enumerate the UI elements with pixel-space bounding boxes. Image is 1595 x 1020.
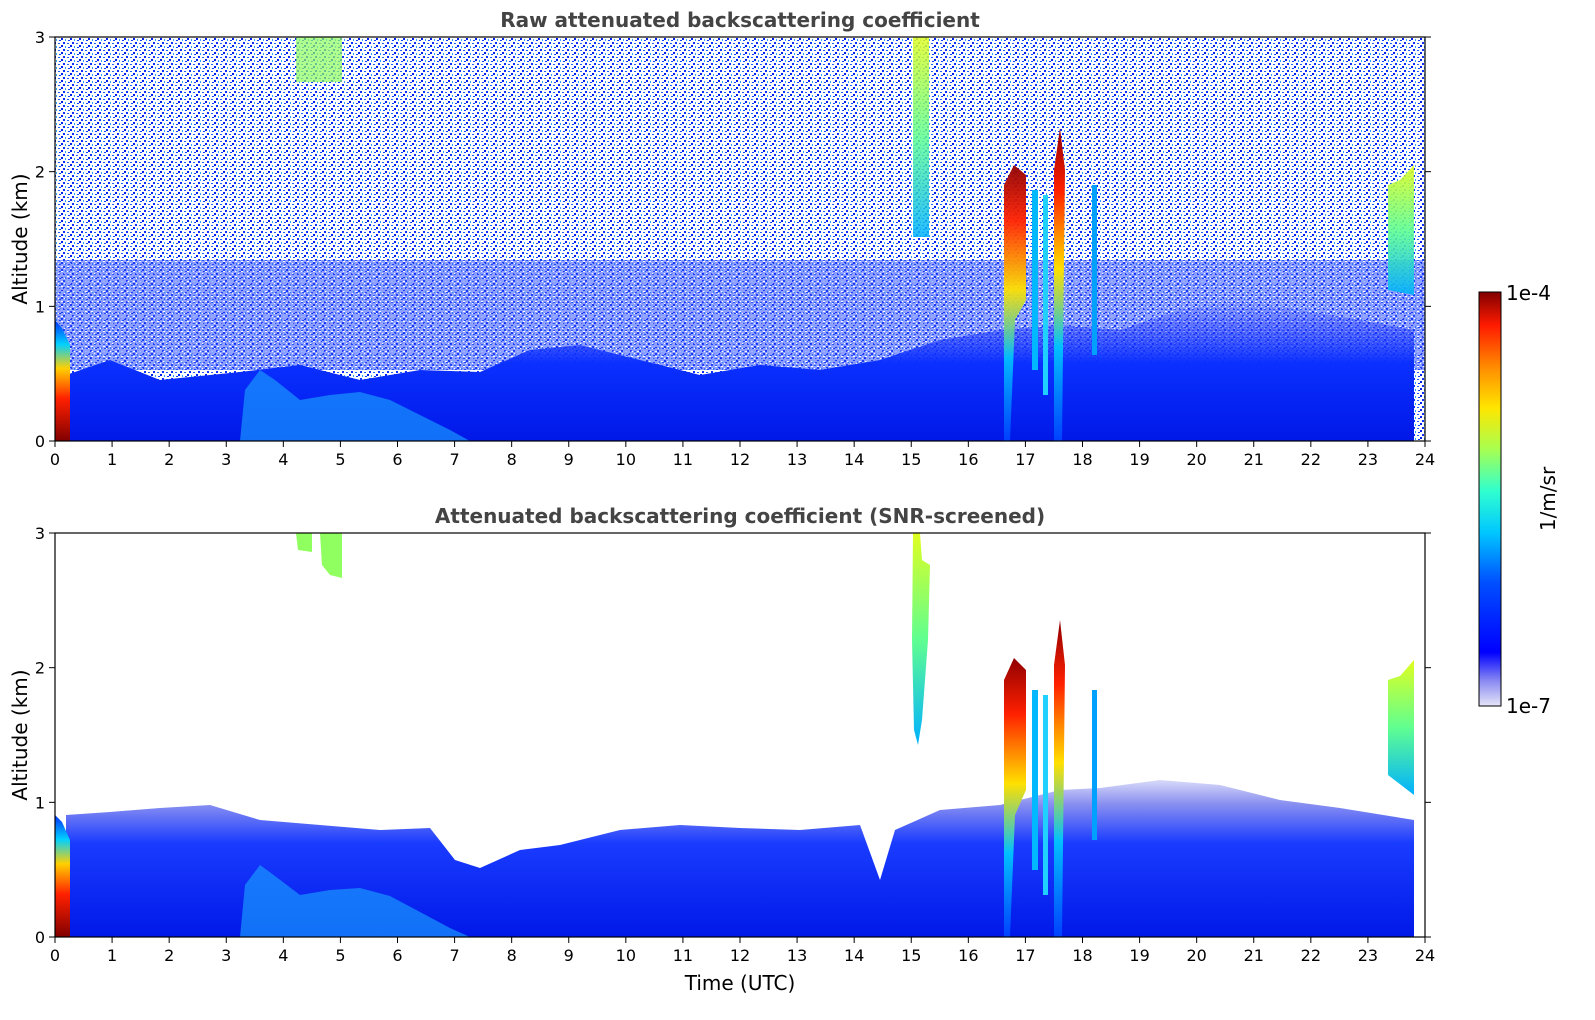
x-tick-label: 9: [564, 450, 574, 469]
cloud-raw-17h-b: [1032, 190, 1038, 370]
x-tick-label: 2: [164, 946, 174, 965]
x-tick-label: 15: [901, 946, 921, 965]
x-tick-label: 24: [1415, 946, 1435, 965]
cloud-snr-18h: [1092, 690, 1097, 840]
x-tick-label: 6: [392, 946, 402, 965]
y-tick-label: 0: [35, 432, 45, 451]
x-tick-label: 7: [449, 450, 459, 469]
x-tick-label: 17: [1015, 946, 1035, 965]
aerosol-layer-raw: [66, 300, 1414, 441]
x-tick-label: 6: [392, 450, 402, 469]
x-tick-label: 14: [844, 946, 864, 965]
strong-return-raw: [55, 320, 70, 441]
cloud-snr-17h6: [1054, 620, 1065, 937]
x-axis-label-snr: Time (UTC): [684, 971, 796, 995]
x-tick-label: 10: [616, 946, 636, 965]
x-tick-label: 4: [278, 946, 288, 965]
cloud-snr-17h: [1004, 658, 1026, 937]
x-tick-label: 4: [278, 450, 288, 469]
cloud-snr-17h-b: [1032, 690, 1038, 870]
heatmap-raw: [55, 37, 1425, 441]
cloud-raw-23h: [1388, 165, 1414, 295]
cloud-raw-18h: [1092, 185, 1097, 355]
x-tick-label: 23: [1358, 450, 1378, 469]
y-tick-label: 3: [35, 28, 45, 47]
x-tick-label: 0: [50, 450, 60, 469]
colorbar-max-label: 1e-4: [1506, 281, 1551, 305]
x-tick-label: 15: [901, 450, 921, 469]
x-tick-label: 16: [958, 946, 978, 965]
x-tick-label: 9: [564, 946, 574, 965]
x-tick-label: 10: [616, 450, 636, 469]
cloud-raw-17h: [1004, 165, 1026, 441]
x-tick-label: 18: [1072, 450, 1092, 469]
x-tick-label: 12: [730, 946, 750, 965]
y-tick-label: 3: [35, 524, 45, 543]
x-tick-label: 21: [1244, 946, 1264, 965]
x-tick-label: 5: [335, 946, 345, 965]
heatmap-snr: [55, 533, 1414, 937]
y-axis-label-snr: Altitude (km): [8, 669, 32, 800]
cloud-raw-15h: [913, 37, 929, 237]
aerosol-plume-raw: [240, 370, 470, 441]
y-axis-label-raw: Altitude (km): [8, 173, 32, 304]
x-tick-label: 22: [1301, 946, 1321, 965]
y-tick-label: 2: [35, 659, 45, 678]
x-tick-label: 2: [164, 450, 174, 469]
high-cloud-snr-5h: [296, 533, 342, 578]
colorbar-gradient: [1478, 291, 1502, 707]
panel-title-raw: Raw attenuated backscattering coefficien…: [500, 8, 980, 32]
x-tick-label: 3: [221, 450, 231, 469]
x-tick-label: 1: [107, 450, 117, 469]
x-tick-label: 19: [1129, 946, 1149, 965]
x-tick-label: 22: [1301, 450, 1321, 469]
x-tick-label: 20: [1186, 450, 1206, 469]
x-tick-label: 24: [1415, 450, 1435, 469]
y-axis-raw: 0 1 2 3: [35, 28, 1431, 451]
x-tick-label: 13: [787, 946, 807, 965]
aerosol-plume-snr: [240, 865, 470, 937]
x-tick-label: 1: [107, 946, 117, 965]
x-axis-snr: 0 1 2 3 4 5 6 7 8 9 10 11 12 13 14 15 16 17 18 19 20 21 22 23 24: [50, 937, 1435, 965]
cloud-snr-15h: [912, 533, 930, 745]
cloud-snr-17h-c: [1043, 695, 1048, 895]
x-tick-label: 13: [787, 450, 807, 469]
x-tick-label: 7: [449, 946, 459, 965]
x-tick-label: 8: [507, 946, 517, 965]
colorbar-min-label: 1e-7: [1506, 694, 1551, 718]
x-tick-label: 11: [673, 450, 693, 469]
y-tick-label: 1: [35, 793, 45, 812]
x-tick-label: 18: [1072, 946, 1092, 965]
x-tick-label: 12: [730, 450, 750, 469]
y-axis-snr: 0 1 2 3: [35, 524, 1431, 947]
strong-return-snr: [55, 815, 70, 937]
boundary-layer-snr: [66, 780, 1414, 937]
cloud-snr-23h: [1388, 660, 1414, 795]
x-tick-label: 19: [1129, 450, 1149, 469]
x-tick-label: 17: [1015, 450, 1035, 469]
colorbar: 1e-4 1e-7 1/m/sr: [1478, 281, 1560, 718]
x-tick-label: 14: [844, 450, 864, 469]
high-cloud-raw-5h: [296, 37, 342, 82]
colorbar-unit-label: 1/m/sr: [1536, 466, 1560, 531]
x-tick-label: 8: [507, 450, 517, 469]
x-tick-label: 0: [50, 946, 60, 965]
x-tick-label: 20: [1186, 946, 1206, 965]
y-tick-label: 2: [35, 163, 45, 182]
x-tick-label: 23: [1358, 946, 1378, 965]
x-tick-label: 5: [335, 450, 345, 469]
x-axis-raw: 0 1 2 3 4 5 6 7 8 9 10 11 12 13 14 15 16 17 18 19 20 21 22 23 24: [50, 441, 1435, 469]
y-tick-label: 1: [35, 297, 45, 316]
panel-raw: Raw attenuated backscattering coefficien…: [8, 8, 1435, 469]
x-tick-label: 3: [221, 946, 231, 965]
x-tick-label: 16: [958, 450, 978, 469]
y-tick-label: 0: [35, 928, 45, 947]
panel-title-snr: Attenuated backscattering coefficient (S…: [435, 504, 1045, 528]
x-tick-label: 21: [1244, 450, 1264, 469]
x-tick-label: 11: [673, 946, 693, 965]
cloud-raw-17h-c: [1043, 195, 1048, 395]
panel-snr: Attenuated backscattering coefficient (S…: [8, 504, 1435, 995]
cloud-raw-17h6: [1054, 128, 1065, 441]
